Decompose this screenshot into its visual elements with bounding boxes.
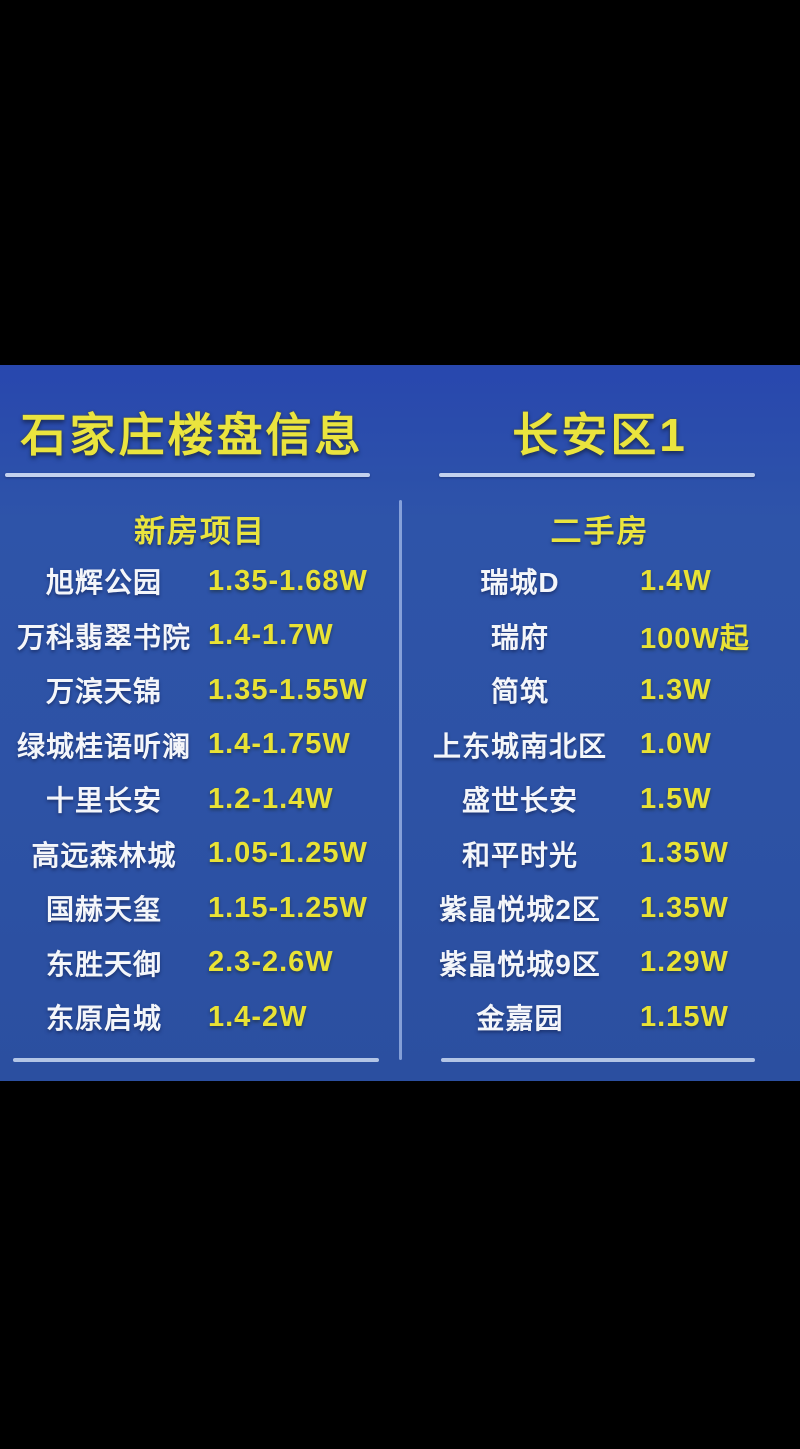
project-name: 万滨天锦: [45, 676, 162, 708]
project-name: 十里长安: [45, 785, 162, 817]
resale-homes-list: 瑞城D 1.4W 瑞府 100W起 简筑 1.3W 上东城南北区 1.0W 盛世…: [400, 554, 800, 1045]
table-row: 东原启城 1.4-2W: [0, 990, 400, 1045]
table-row: 盛世长安 1.5W: [400, 772, 800, 827]
project-name: 上东城南北区: [432, 730, 607, 762]
project-price: 1.29W: [640, 946, 729, 979]
title-underline-left: [5, 473, 370, 477]
project-price: 1.15W: [640, 1000, 729, 1033]
project-price: 1.35-1.68W: [208, 564, 368, 597]
project-name: 紫晶悦城9区: [439, 948, 601, 980]
district-title: 长安区1: [512, 409, 688, 461]
resale-homes-panel: 二手房 瑞城D 1.4W 瑞府 100W起 简筑 1.3W 上东城南北区 1.0…: [400, 490, 800, 1045]
project-name: 瑞城D: [480, 567, 560, 599]
project-name: 瑞府: [490, 621, 549, 653]
table-row: 上东城南北区 1.0W: [400, 718, 800, 773]
project-price: 1.3W: [640, 673, 712, 706]
project-name: 东胜天御: [45, 948, 162, 980]
project-name: 金嘉园: [476, 1003, 564, 1035]
table-row: 东胜天御 2.3-2.6W: [0, 936, 400, 991]
project-price: 1.35W: [640, 837, 729, 870]
project-price: 2.3-2.6W: [208, 946, 334, 979]
table-row: 国赫天玺 1.15-1.25W: [0, 881, 400, 936]
resale-homes-header: 二手房: [550, 513, 650, 549]
table-row: 和平时光 1.35W: [400, 827, 800, 882]
title-underline-right: [439, 473, 755, 477]
table-row: 旭辉公园 1.35-1.68W: [0, 554, 400, 609]
new-homes-list: 旭辉公园 1.35-1.68W 万科翡翠书院 1.4-1.7W 万滨天锦 1.3…: [0, 554, 400, 1045]
panel-underline-right: [441, 1058, 755, 1062]
table-row: 万科翡翠书院 1.4-1.7W: [0, 609, 400, 664]
project-price: 1.15-1.25W: [208, 891, 368, 924]
project-name: 紫晶悦城2区: [439, 894, 601, 926]
panel-underline-left: [13, 1058, 379, 1062]
project-name: 简筑: [490, 676, 549, 708]
project-name: 万科翡翠书院: [16, 621, 191, 653]
new-homes-header: 新房项目: [134, 513, 266, 549]
table-row: 绿城桂语听澜 1.4-1.75W: [0, 718, 400, 773]
table-row: 紫晶悦城2区 1.35W: [400, 881, 800, 936]
new-homes-panel: 新房项目 旭辉公园 1.35-1.68W 万科翡翠书院 1.4-1.7W 万滨天…: [0, 490, 400, 1045]
project-price: 1.4-2W: [208, 1000, 308, 1033]
table-row: 高远森林城 1.05-1.25W: [0, 827, 400, 882]
project-name: 和平时光: [461, 839, 578, 871]
project-name: 盛世长安: [461, 785, 578, 817]
page-title: 石家庄楼盘信息: [20, 409, 364, 461]
project-name: 绿城桂语听澜: [16, 730, 191, 762]
project-price: 1.35-1.55W: [208, 673, 368, 706]
table-row: 金嘉园 1.15W: [400, 990, 800, 1045]
slide-background: 石家庄楼盘信息 长安区1 新房项目 旭辉公园 1.35-1.68W 万科翡翠书院…: [0, 365, 800, 1081]
project-price: 1.5W: [640, 782, 712, 815]
project-price: 1.0W: [640, 728, 712, 761]
project-price: 1.05-1.25W: [208, 837, 368, 870]
project-price: 1.4-1.7W: [208, 619, 334, 652]
table-row: 瑞城D 1.4W: [400, 554, 800, 609]
project-name: 旭辉公园: [45, 567, 162, 599]
project-price: 100W起: [640, 622, 750, 655]
table-row: 简筑 1.3W: [400, 663, 800, 718]
project-price: 1.2-1.4W: [208, 782, 334, 815]
table-row: 十里长安 1.2-1.4W: [0, 772, 400, 827]
project-name: 东原启城: [45, 1003, 162, 1035]
table-row: 紫晶悦城9区 1.29W: [400, 936, 800, 991]
table-row: 瑞府 100W起: [400, 609, 800, 664]
project-price: 1.4W: [640, 564, 712, 597]
project-name: 高远森林城: [31, 839, 177, 871]
project-name: 国赫天玺: [45, 894, 162, 926]
column-divider: [399, 500, 402, 1060]
project-price: 1.35W: [640, 891, 729, 924]
table-row: 万滨天锦 1.35-1.55W: [0, 663, 400, 718]
project-price: 1.4-1.75W: [208, 728, 351, 761]
